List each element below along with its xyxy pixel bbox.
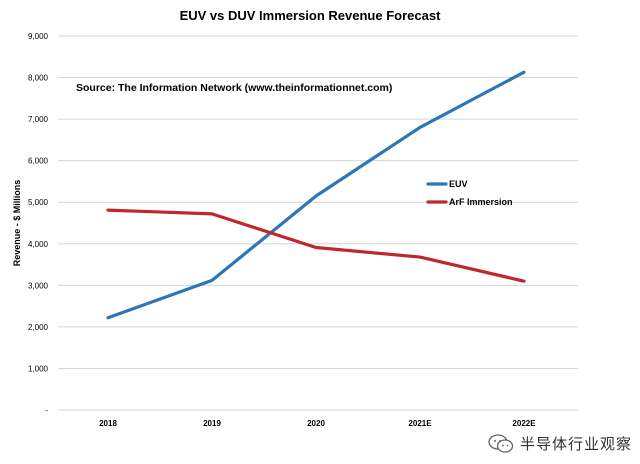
y-tick-label: - [45,406,48,415]
legend: EUV ArF Immersion [426,179,513,207]
y-tick-label: 7,000 [28,115,49,124]
source-annotation: Source: The Information Network (www.the… [76,82,392,94]
x-tick-label: 2020 [307,419,325,428]
y-tick-label: 2,000 [28,323,49,332]
x-tick-label: 2022E [512,419,536,428]
legend-entry: EUV [449,179,468,189]
y-axis-label: Revenue - $ Millions [12,180,22,267]
y-tick-label: 9,000 [28,32,49,41]
y-tick-label: 8,000 [28,74,49,83]
x-tick-label: 2018 [99,419,117,428]
x-tick-label: 2021E [408,419,432,428]
y-tick-label: 4,000 [28,240,49,249]
gridlines [58,35,578,411]
x-tick-label: 2019 [203,419,221,428]
wechat-icon [488,433,514,454]
series-lines [106,70,526,320]
y-tick-label: 1,000 [28,364,49,373]
y-tick-label: 6,000 [28,157,49,166]
legend-entry: ArF Immersion [449,197,513,207]
y-tick-label: 3,000 [28,281,49,290]
x-axis-ticks: 2018 2019 2020 2021E 2022E [99,419,536,428]
watermark-text: 半导体行业观察 [519,435,632,453]
y-axis-ticks: - 1,000 2,000 3,000 4,000 5,000 6,000 7,000 8,00… [28,32,49,415]
y-tick-label: 5,000 [28,198,49,207]
series-line-euv [106,70,526,320]
watermark: 半导体行业观察 [488,433,632,454]
series-line-arf-immersion [106,208,526,283]
chart-title: EUV vs DUV Immersion Revenue Forecast [180,8,441,23]
